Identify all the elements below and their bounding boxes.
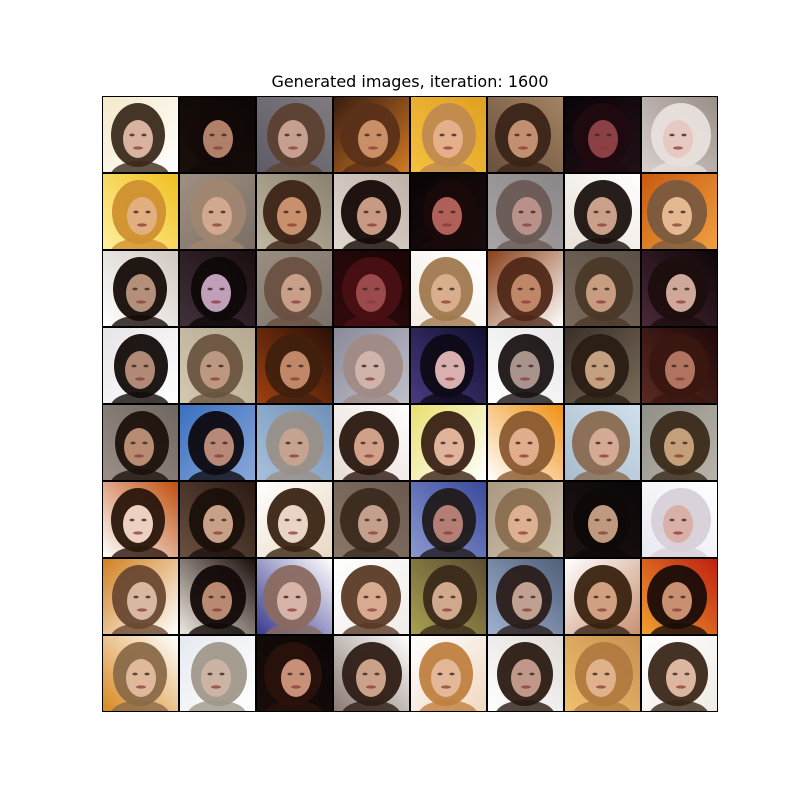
generated-image <box>334 405 409 480</box>
generated-image <box>257 174 332 249</box>
generated-image <box>642 328 717 403</box>
generated-image <box>488 97 563 172</box>
generated-image <box>411 97 486 172</box>
generated-image <box>411 328 486 403</box>
generated-image <box>103 174 178 249</box>
generated-image <box>103 405 178 480</box>
generated-image <box>642 636 717 711</box>
generated-image <box>411 251 486 326</box>
generated-image <box>103 636 178 711</box>
generated-image <box>257 251 332 326</box>
generated-image <box>642 405 717 480</box>
generated-image <box>257 328 332 403</box>
generated-image <box>334 636 409 711</box>
generated-image <box>180 97 255 172</box>
generated-image <box>103 251 178 326</box>
generated-image <box>103 559 178 634</box>
generated-image <box>180 482 255 557</box>
generated-image <box>257 559 332 634</box>
generated-image <box>334 251 409 326</box>
generated-image <box>411 174 486 249</box>
figure-title: Generated images, iteration: 1600 <box>271 72 549 91</box>
generated-image <box>565 482 640 557</box>
generated-image <box>488 482 563 557</box>
generated-image <box>180 251 255 326</box>
generated-image <box>642 174 717 249</box>
generated-image <box>180 174 255 249</box>
generated-image <box>103 328 178 403</box>
image-grid <box>102 96 718 712</box>
generated-image <box>411 405 486 480</box>
generated-image <box>334 482 409 557</box>
generated-image <box>565 97 640 172</box>
generated-image <box>180 559 255 634</box>
generated-image <box>488 251 563 326</box>
generated-image <box>565 251 640 326</box>
generated-image <box>257 405 332 480</box>
generated-image <box>334 174 409 249</box>
generated-image <box>180 636 255 711</box>
generated-image <box>334 97 409 172</box>
generated-image <box>334 559 409 634</box>
generated-image <box>257 636 332 711</box>
generated-image <box>411 559 486 634</box>
generated-image <box>565 559 640 634</box>
generated-image <box>565 328 640 403</box>
generated-image <box>180 328 255 403</box>
generated-image <box>488 636 563 711</box>
generated-image <box>642 559 717 634</box>
generated-image <box>257 97 332 172</box>
generated-image <box>565 174 640 249</box>
generated-image <box>565 636 640 711</box>
generated-image <box>411 636 486 711</box>
generated-image <box>488 559 563 634</box>
generated-image <box>411 482 486 557</box>
generated-image <box>642 482 717 557</box>
generated-image <box>642 251 717 326</box>
generated-image <box>334 328 409 403</box>
generated-image <box>103 97 178 172</box>
generated-image <box>257 482 332 557</box>
generated-image <box>565 405 640 480</box>
generated-image <box>488 405 563 480</box>
generated-image <box>488 174 563 249</box>
generated-image <box>103 482 178 557</box>
generated-image <box>180 405 255 480</box>
generated-image <box>488 328 563 403</box>
generated-image <box>642 97 717 172</box>
